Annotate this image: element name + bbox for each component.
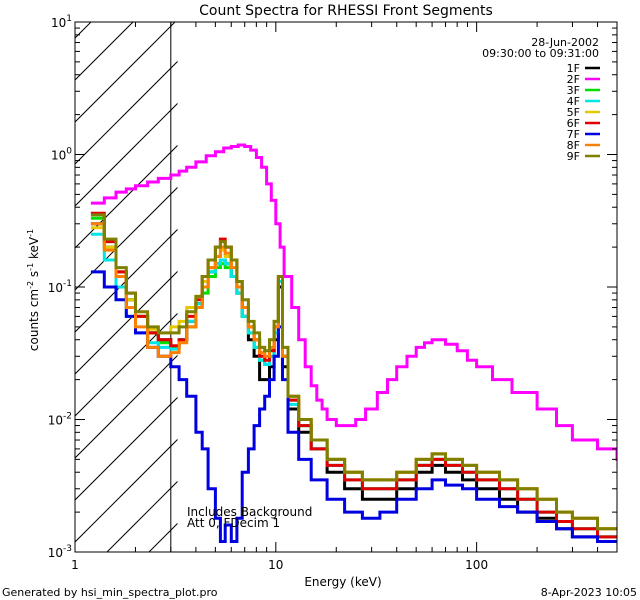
hatch-line — [75, 22, 176, 123]
legend-label-5F: 5F — [567, 106, 580, 119]
legend-label-4F: 4F — [567, 95, 580, 108]
hatch-line — [527, 22, 640, 552]
hatch-line — [75, 144, 178, 249]
x-tick-labels: 1 10 100 — [71, 558, 488, 572]
hatched-region — [0, 22, 640, 552]
x-tick-label: 10 — [268, 558, 283, 572]
y-tick-label: 10-3 — [48, 544, 72, 560]
axis-ticks — [74, 21, 618, 553]
series-group — [90, 143, 617, 543]
hatch-line — [0, 22, 49, 552]
x-tick-label: 1 — [71, 558, 79, 572]
series-9F-line — [90, 213, 617, 531]
annotation-line-2: Att 0, FDecim 1 — [187, 516, 280, 530]
hatch-line — [75, 396, 178, 501]
hatch-line — [401, 22, 640, 552]
chart-title: Count Spectra for RHESSI Front Segments — [199, 3, 493, 19]
generated-by-text: Generated by hsi_min_spectra_plot.pro — [2, 586, 218, 599]
x-axis-label: Energy (keV) — [304, 575, 381, 589]
annotation-line-1: Includes Background — [187, 505, 312, 519]
y-tick-label: 100 — [51, 147, 72, 163]
y-axis-label: counts cm-2 s-1 keV-1 — [26, 229, 41, 351]
legend-label-7F: 7F — [567, 128, 580, 141]
legend-label-9F: 9F — [567, 150, 580, 163]
annotation-block: Includes Background Att 0, FDecim 1 — [187, 505, 312, 530]
hatch-line — [106, 480, 178, 552]
y-tick-label: 101 — [51, 14, 72, 30]
hatch-line — [0, 22, 7, 552]
time-range: 09:30:00 to 09:31:00 — [482, 47, 599, 60]
legend-label-8F: 8F — [567, 139, 580, 152]
legend-label-1F: 1F — [567, 62, 580, 75]
legend-label-3F: 3F — [567, 84, 580, 97]
observation-date: 28-Jun-2002 — [531, 36, 599, 49]
legend-label-6F: 6F — [567, 117, 580, 130]
series-7F-line — [90, 270, 617, 543]
legend-label-2F: 2F — [567, 73, 580, 86]
series-2F-line — [90, 143, 617, 461]
footer-date: 8-Apr-2023 10:05 — [541, 586, 637, 599]
y-tick-label: 10-2 — [48, 412, 72, 428]
x-tick-label: 100 — [465, 558, 488, 572]
y-tick-labels: 10-3 10-2 10-1 100 101 — [48, 14, 73, 560]
y-tick-label: 10-1 — [48, 279, 72, 295]
info-block: 28-Jun-2002 09:30:00 to 09:31:00 — [482, 36, 599, 60]
series-5F-line — [90, 226, 617, 531]
hatch-line — [75, 270, 178, 375]
series-8F-line — [90, 222, 617, 531]
hatch-line — [75, 60, 178, 165]
hatch-line — [75, 102, 178, 207]
hatch-line — [75, 438, 178, 543]
